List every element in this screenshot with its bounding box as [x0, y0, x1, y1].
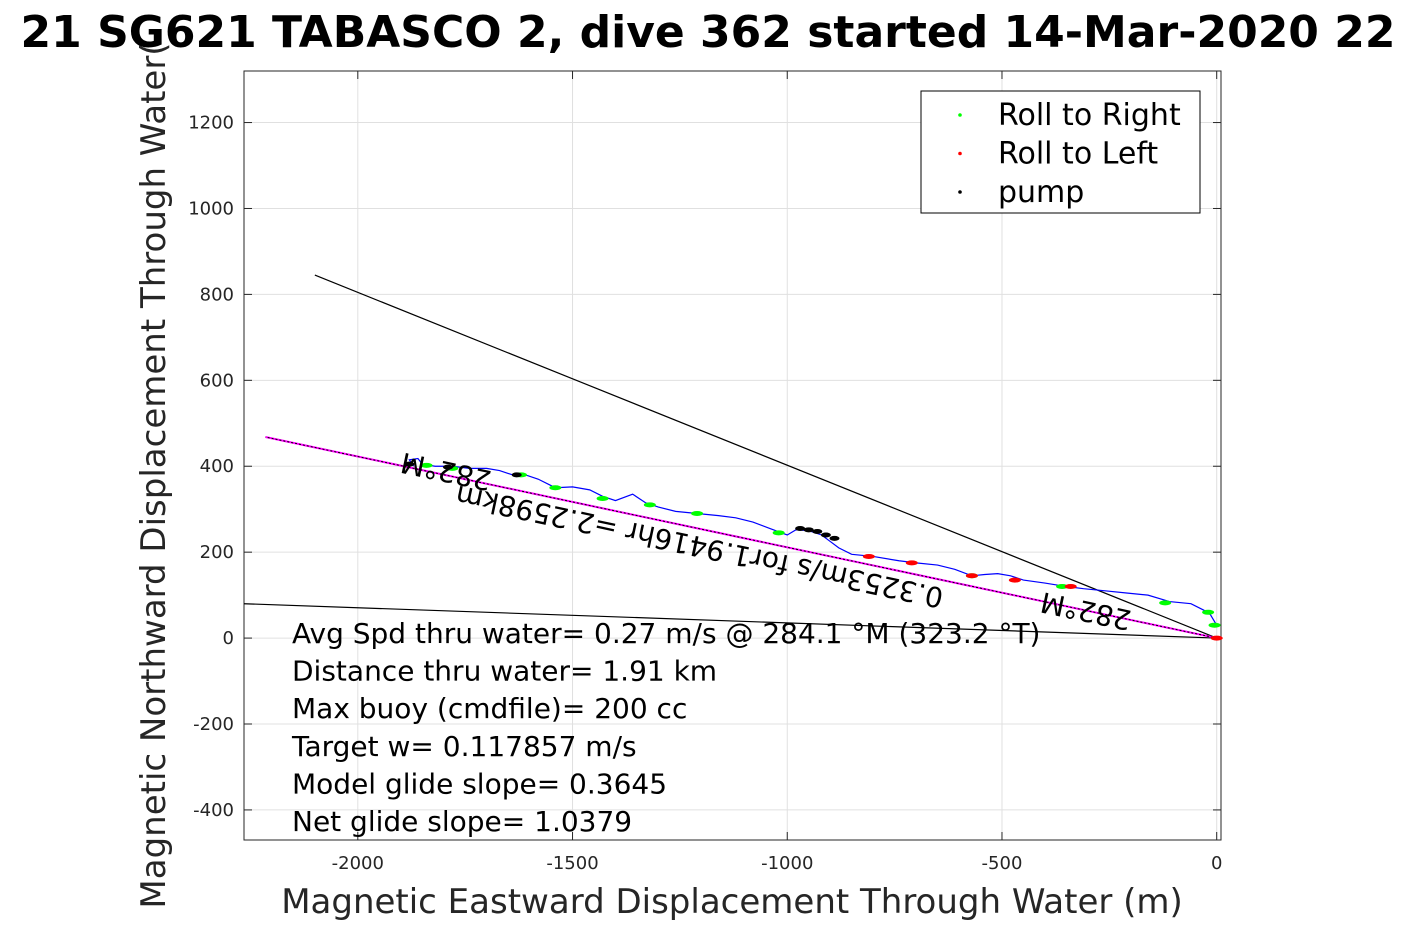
stat-line: Model glide slope= 0.3645 — [292, 767, 667, 800]
stat-line: Net glide slope= 1.0379 — [292, 805, 632, 838]
y-tick-label: 400 — [200, 456, 234, 477]
roll-right-point — [643, 502, 656, 508]
y-tick-label: 1200 — [188, 113, 234, 134]
pump-point — [829, 535, 840, 541]
stat-line: Distance thru water= 1.91 km — [292, 655, 717, 688]
x-tick-label: -1500 — [546, 853, 598, 874]
pump-point — [511, 472, 522, 478]
axis-ticks: -2000 -1500 -1000 -500 0-400-200020040060080… — [188, 71, 1222, 874]
legend-label: pump — [998, 175, 1084, 210]
annotations-layer: 282°M0.3253m/s for1.9416hr =2.2598km 282°… — [398, 446, 1134, 637]
roll-right-point — [772, 530, 785, 536]
y-axis-label: Magnetic Northward Displacement Through … — [134, 42, 174, 908]
legend-marker — [958, 113, 962, 117]
legend-label: Roll to Left — [998, 137, 1158, 172]
y-tick-label: 600 — [200, 370, 234, 391]
black-reference-line — [243, 603, 1217, 639]
roll-right-point — [691, 510, 704, 516]
x-tick-label: 0 — [1211, 853, 1222, 874]
chart-title: 21 SG621 TABASCO 2, dive 362 started 14-… — [21, 7, 1396, 58]
x-tick-label: -2000 — [332, 853, 384, 874]
x-tick-label: -1000 — [761, 853, 813, 874]
line-annotation: 282°M — [1038, 585, 1134, 636]
pump-point — [442, 464, 453, 470]
pump-point — [803, 527, 814, 533]
x-axis-label: Magnetic Eastward Displacement Through W… — [281, 882, 1183, 922]
roll-right-point — [420, 462, 433, 468]
series-layer — [243, 274, 1223, 641]
roll-left-point — [1064, 584, 1077, 590]
y-tick-label: -400 — [193, 800, 234, 821]
roll-left-point — [965, 573, 978, 579]
roll-right-point — [596, 495, 609, 501]
pump-point — [820, 532, 831, 538]
roll-left-point — [905, 560, 918, 566]
roll-left-point — [1210, 635, 1223, 641]
y-tick-label: -200 — [193, 714, 234, 735]
plot-area-frame — [243, 70, 1222, 841]
stat-line: Max buoy (cmdfile)= 200 cc — [292, 692, 687, 725]
roll-right-point — [549, 485, 562, 491]
y-tick-label: 800 — [200, 284, 234, 305]
stat-line: Target w= 0.117857 m/s — [291, 730, 637, 763]
roll-left-point — [862, 553, 875, 559]
y-tick-label: 200 — [200, 542, 234, 563]
roll-right-point — [1202, 609, 1215, 615]
legend-marker — [958, 190, 962, 194]
legend-label: Roll to Right — [998, 98, 1181, 133]
y-tick-label: 1000 — [188, 198, 234, 219]
roll-right-point — [1208, 622, 1221, 628]
legend-box — [920, 90, 1201, 214]
stats-text-block: Avg Spd thru water= 0.27 m/s @ 284.1 °M … — [291, 617, 1040, 838]
pump-point — [795, 526, 806, 532]
roll-right-point — [1056, 584, 1069, 590]
roll-left-point — [1008, 577, 1021, 583]
y-tick-label: 0 — [223, 628, 234, 649]
x-tick-label: -500 — [982, 853, 1023, 874]
heading-line-magenta — [265, 436, 1217, 640]
legend-marker — [958, 151, 962, 156]
pump-point — [812, 529, 823, 535]
roll-right-point — [1159, 600, 1172, 606]
stat-line: Avg Spd thru water= 0.27 m/s @ 284.1 °M … — [292, 617, 1040, 650]
black-reference-line — [314, 274, 1217, 639]
pump-point — [404, 461, 415, 467]
